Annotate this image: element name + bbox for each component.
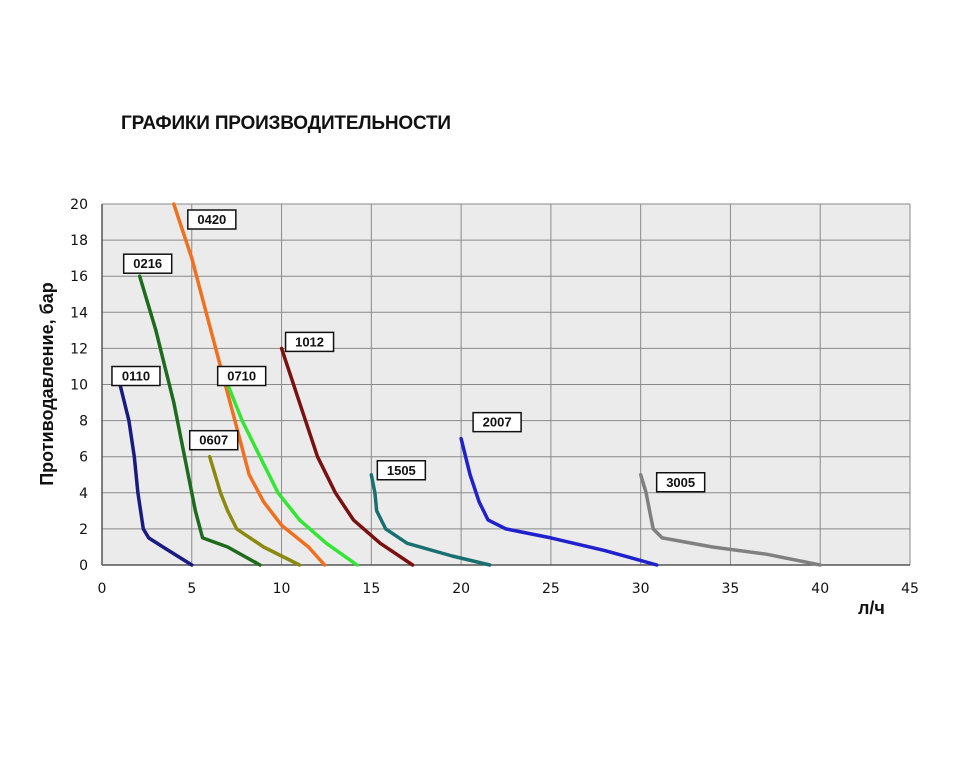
series-label-box-1505 bbox=[376, 460, 427, 481]
y-tick-label: 0 bbox=[79, 558, 88, 574]
y-tick-label: 16 bbox=[70, 269, 88, 285]
series-label-box-0607 bbox=[188, 429, 239, 451]
series-label-3005: 3005 bbox=[666, 475, 695, 490]
x-tick-label: 40 bbox=[811, 581, 829, 597]
y-tick-label: 10 bbox=[70, 378, 88, 394]
series-line-0110 bbox=[118, 382, 194, 567]
series-line-0607 bbox=[207, 454, 302, 567]
series-line-1012 bbox=[279, 346, 415, 567]
series-line-0216 bbox=[137, 274, 262, 567]
series-labels: 0110 0216 0420 0607 0710 1012 1505 2007 3005 bbox=[111, 209, 706, 493]
series-label-box-1012 bbox=[284, 331, 335, 353]
series-lines bbox=[118, 202, 822, 567]
series-label-1012: 1012 bbox=[295, 334, 324, 349]
series-label-box-0216 bbox=[122, 253, 173, 274]
series-label-0216: 0216 bbox=[133, 256, 162, 271]
y-tick-label: 2 bbox=[79, 522, 88, 538]
series-line-0710 bbox=[225, 382, 359, 567]
series-line-0420 bbox=[172, 202, 327, 567]
x-tick-label: 0 bbox=[98, 581, 107, 597]
series-label-0420: 0420 bbox=[197, 212, 226, 227]
series-label-1505: 1505 bbox=[387, 463, 416, 478]
series-label-box-0420 bbox=[187, 209, 237, 230]
y-tick-label: 4 bbox=[79, 486, 88, 502]
series-line-1505 bbox=[369, 473, 492, 567]
page-title: ГРАФИКИ ПРОИЗВОДИТЕЛЬНОСТИ bbox=[121, 113, 451, 134]
series-label-0607: 0607 bbox=[199, 433, 228, 448]
series-label-box-0110 bbox=[111, 365, 161, 387]
x-axis-title: л/ч bbox=[858, 598, 885, 618]
x-tick-label: 35 bbox=[722, 581, 740, 597]
grid-lines bbox=[101, 203, 911, 566]
x-tick-label: 10 bbox=[273, 581, 291, 597]
y-tick-label: 6 bbox=[79, 450, 88, 466]
series-line-2007 bbox=[459, 436, 659, 567]
x-tick-label: 25 bbox=[542, 581, 560, 597]
y-tick-label: 8 bbox=[79, 414, 88, 430]
y-tick-label: 18 bbox=[70, 233, 88, 249]
y-tick-label: 12 bbox=[70, 341, 88, 357]
y-axis-title: Противодавление, бар bbox=[37, 282, 57, 486]
y-tick-label: 14 bbox=[70, 305, 88, 321]
series-label-box-3005 bbox=[655, 472, 706, 493]
x-tick-label: 45 bbox=[901, 581, 919, 597]
series-label-box-0710 bbox=[216, 365, 267, 387]
series-line-3005 bbox=[638, 473, 822, 567]
series-label-2007: 2007 bbox=[483, 415, 512, 430]
series-label-0710: 0710 bbox=[227, 369, 256, 384]
x-tick-label: 20 bbox=[452, 581, 470, 597]
y-tick-label: 20 bbox=[70, 197, 88, 213]
x-tick-label: 15 bbox=[362, 581, 380, 597]
x-tick-label: 30 bbox=[632, 581, 650, 597]
series-label-box-2007 bbox=[472, 411, 522, 433]
x-tick-label: 5 bbox=[187, 581, 196, 597]
series-label-0110: 0110 bbox=[122, 369, 150, 384]
